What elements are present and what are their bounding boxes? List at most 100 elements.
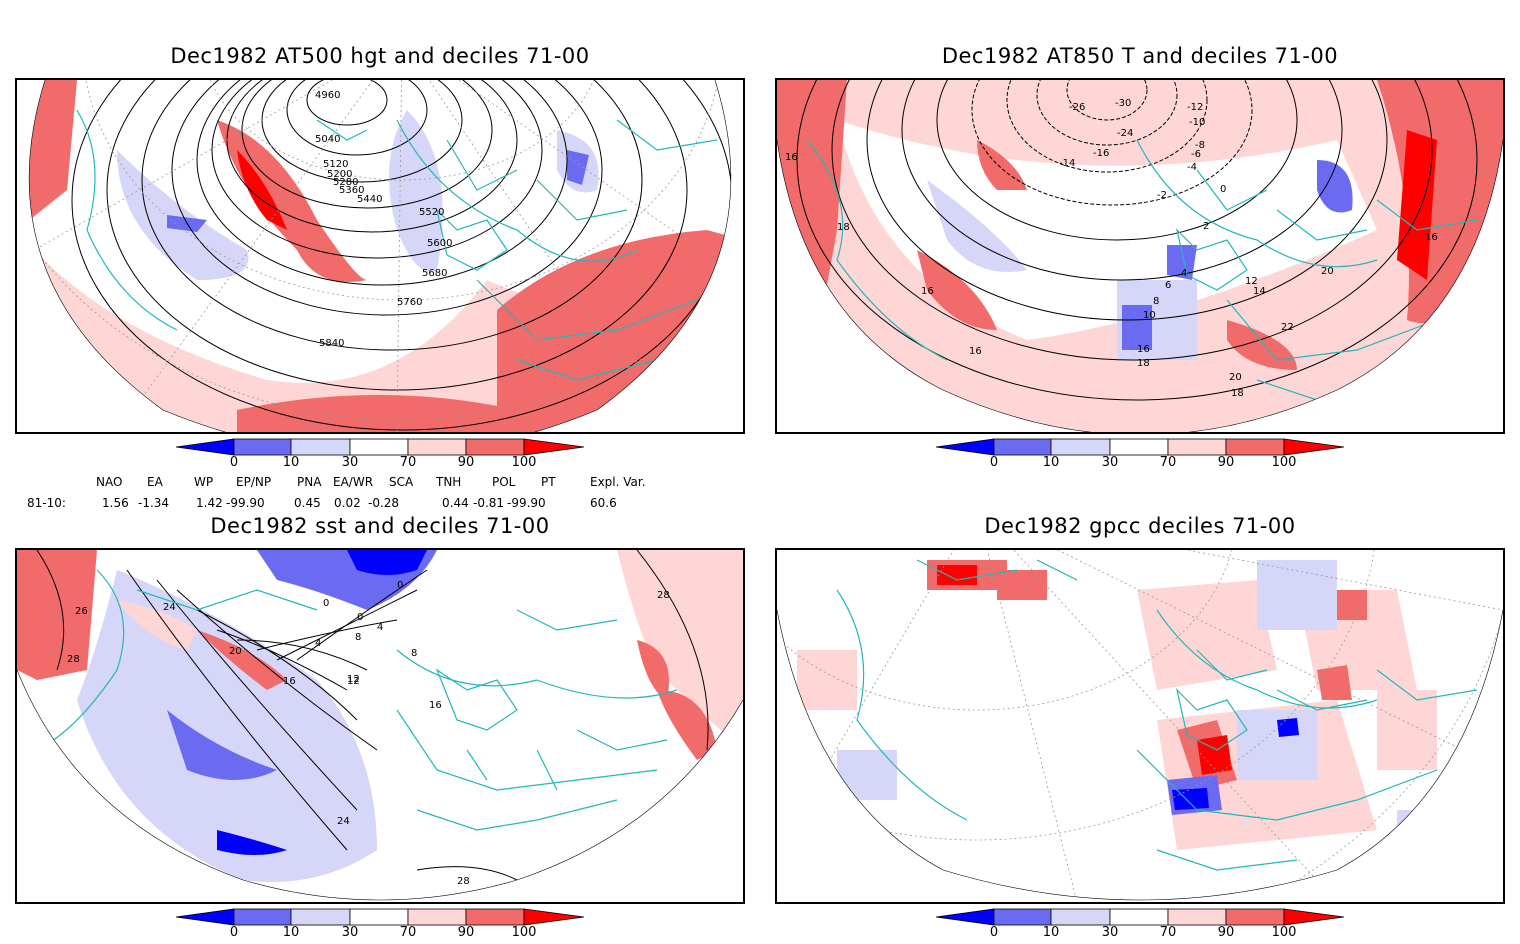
colorbar-tick: 0 [989, 925, 999, 940]
panel-title-gpcc: Dec1982 gpcc deciles 71-00 [984, 514, 1296, 538]
contour-label: 16 [1137, 344, 1150, 355]
index-value: -1.34 [138, 496, 170, 510]
contour-label: -12 [1187, 102, 1203, 113]
colorbar-swatch [935, 908, 995, 926]
map-panel-hgt: 4960 5040 5120 5200 5280 5360 5440 5520 … [15, 78, 745, 434]
colorbar-sst: 0 10 30 70 90 100 [174, 908, 594, 944]
contour-label: 8 [1153, 296, 1159, 307]
contour-label: 12 [1245, 276, 1258, 287]
index-value: 1.42 [196, 496, 223, 510]
index-value: 0.02 [334, 496, 361, 510]
contour-label: 8 [355, 632, 361, 643]
contour-label: 28 [657, 590, 670, 601]
colorbar-tick: 70 [1159, 925, 1177, 940]
colorbar-swatch [407, 438, 467, 456]
index-header: SCA [389, 475, 414, 489]
contour-label: 16 [283, 676, 296, 687]
contour-label: 2 [1203, 221, 1209, 232]
colorbar-swatch [175, 438, 235, 456]
contour-label: 5520 [419, 207, 444, 218]
colorbar-swatch [175, 908, 235, 926]
colorbar-swatch [1167, 908, 1227, 926]
panel-title-t850: Dec1982 AT850 T and deciles 71-00 [941, 44, 1339, 68]
colorbar-swatch [233, 908, 292, 926]
contour-label: -6 [1191, 149, 1201, 160]
contour-label: 16 [1425, 232, 1438, 243]
colorbar-swatch [233, 438, 292, 456]
colorbar-swatch [1167, 438, 1227, 456]
colorbar-tick: 30 [341, 925, 359, 940]
contour-label: 0 [397, 580, 403, 591]
contour-label: 28 [457, 876, 470, 887]
colorbar-swatch [935, 438, 995, 456]
contour-label: -16 [1093, 148, 1109, 159]
index-header: PNA [297, 475, 322, 489]
colorbar-swatch [290, 438, 351, 456]
colorbar-tick: 90 [1217, 925, 1235, 940]
colorbar-tick: 10 [282, 455, 300, 470]
contour-label: 16 [785, 152, 798, 163]
colorbar-swatch [993, 908, 1052, 926]
contour-label: -4 [1187, 162, 1197, 173]
colorbar-tick: 90 [457, 925, 475, 940]
contour-label: 24 [337, 816, 350, 827]
contour-label: -24 [1117, 128, 1133, 139]
contour-label: 5360 [339, 185, 364, 196]
map-sst: 26 28 24 20 16 12 8 4 0 0 0 4 16 12 24 2… [17, 550, 743, 901]
contour-label: -8 [1195, 140, 1205, 151]
colorbar-tick: 100 [1271, 455, 1297, 470]
colorbar-swatches [935, 438, 1345, 456]
contour-label: 20 [1229, 372, 1242, 383]
contour-label: 0 [323, 598, 329, 609]
contour-label: -30 [1115, 98, 1131, 109]
contour-label: 5200 [327, 169, 352, 180]
contour-label: 16 [921, 286, 934, 297]
contour-label: -2 [1157, 190, 1167, 201]
colorbar-swatches [175, 908, 585, 926]
colorbar-swatch [465, 908, 525, 926]
colorbar-tick: 30 [1101, 925, 1119, 940]
index-header: Expl. Var. [590, 475, 646, 489]
colorbar-tick: 10 [282, 925, 300, 940]
index-value: 0.45 [294, 496, 321, 510]
contour-label: -26 [1069, 102, 1085, 113]
index-header: EA/WR [333, 475, 374, 489]
colorbar-tick: 100 [511, 925, 537, 940]
index-value: 60.6 [590, 496, 617, 510]
index-value: -99.90 [226, 496, 265, 510]
index-value: -0.28 [368, 496, 400, 510]
contour-label: 16 [429, 700, 442, 711]
colorbar-gpcc: 0 10 30 70 90 100 [934, 908, 1354, 944]
contour-label: 16 [969, 346, 982, 357]
contour-label: 5760 [397, 297, 422, 308]
colorbar-tick: 100 [511, 455, 537, 470]
colorbar-tick: 0 [229, 455, 239, 470]
index-value: 1.56 [102, 496, 129, 510]
map-hgt: 4960 5040 5120 5200 5280 5360 5440 5520 … [28, 80, 732, 432]
contour-label: 4 [315, 638, 321, 649]
contour-label: -14 [1059, 158, 1075, 169]
contour-label: 4 [1181, 268, 1187, 279]
contour-label: 5680 [422, 268, 447, 279]
contour-label: 0 [1220, 184, 1226, 195]
index-row-label: 81-10: [27, 496, 66, 510]
contour-label: 28 [67, 654, 80, 665]
colorbar-tick: 70 [1159, 455, 1177, 470]
colorbar-swatch [1109, 438, 1169, 456]
contour-label: 14 [1253, 286, 1266, 297]
colorbar-tick: 90 [457, 455, 475, 470]
colorbar-swatch [1050, 908, 1111, 926]
map-panel-sst: 26 28 24 20 16 12 8 4 0 0 0 4 16 12 24 2… [15, 548, 745, 904]
contour-label: 6 [1165, 280, 1171, 291]
colorbar-swatch [349, 908, 409, 926]
index-header: WP [194, 475, 214, 489]
colorbar-hgt: 0 10 30 70 90 100 [174, 438, 594, 474]
contour-label: 5120 [323, 159, 348, 170]
contour-label: -10 [1189, 117, 1205, 128]
contour-label: 24 [163, 602, 176, 613]
contour-label: 12 [347, 674, 360, 685]
colorbar-swatch [407, 908, 467, 926]
index-header: POL [492, 475, 516, 489]
contour-label: 12 [347, 676, 360, 687]
colorbar-swatch [523, 908, 585, 926]
